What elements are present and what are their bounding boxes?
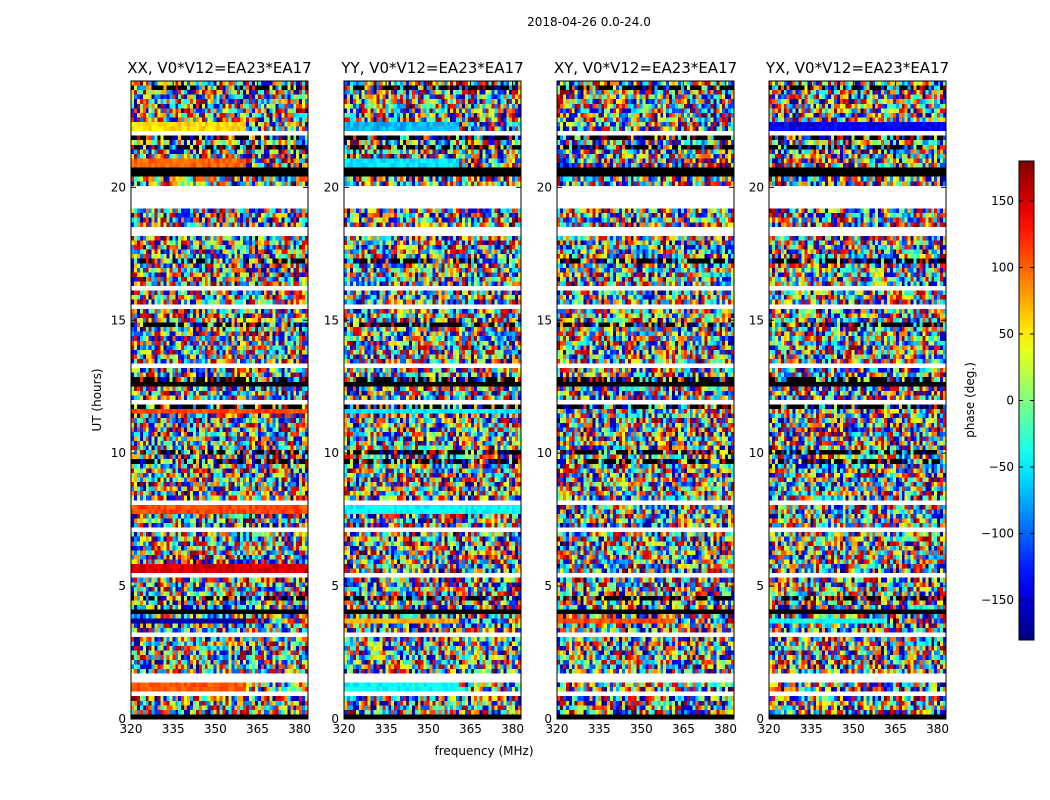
panel-heatmap-yx bbox=[769, 81, 946, 719]
x-tick-label: 380 bbox=[501, 722, 524, 736]
x-tick-label: 350 bbox=[630, 722, 653, 736]
panel-yy: YY, V0*V12=EA23*EA17 320 335 350 365 380 0 5 10 1… bbox=[324, 59, 524, 736]
x-tick-label: 335 bbox=[375, 722, 398, 736]
x-tick-label: 335 bbox=[162, 722, 185, 736]
y-axis-label: UT (hours) bbox=[90, 368, 104, 431]
y-tick-label: 0 bbox=[118, 712, 126, 726]
y-tick-label: 10 bbox=[324, 446, 339, 460]
y-tick-label: 20 bbox=[537, 180, 552, 194]
panels-group: XX, V0*V12=EA23*EA17 320 335 350 365 380 0 5 10 1… bbox=[111, 59, 949, 736]
x-tick-label: 320 bbox=[546, 722, 569, 736]
colorbar-tick-label: −100 bbox=[981, 527, 1014, 541]
x-tick-label: 350 bbox=[842, 722, 865, 736]
y-tick-label: 5 bbox=[544, 579, 552, 593]
panel-xx: XX, V0*V12=EA23*EA17 320 335 350 365 380 0 5 10 1… bbox=[111, 59, 312, 736]
panel-heatmap-yy bbox=[344, 81, 521, 719]
panel-heatmap-xy bbox=[557, 81, 734, 719]
panel-heatmap-xx bbox=[131, 81, 308, 719]
panel-title-xy: XY, V0*V12=EA23*EA17 bbox=[554, 59, 737, 77]
panel-title-yy: YY, V0*V12=EA23*EA17 bbox=[340, 59, 523, 77]
y-tick-label: 10 bbox=[111, 446, 126, 460]
colorbar: −150 −100 −50 0 50 100 150 bbox=[981, 160, 1035, 641]
colorbar-tick-label: −150 bbox=[981, 593, 1014, 607]
y-tick-label: 20 bbox=[749, 180, 764, 194]
y-tick-label: 5 bbox=[331, 579, 339, 593]
y-tick-label: 15 bbox=[111, 313, 126, 327]
y-tick-label: 20 bbox=[111, 180, 126, 194]
y-tick-label: 15 bbox=[324, 313, 339, 327]
x-tick-label: 320 bbox=[758, 722, 781, 736]
y-tick-label: 15 bbox=[749, 313, 764, 327]
x-tick-label: 320 bbox=[333, 722, 356, 736]
x-tick-label: 380 bbox=[714, 722, 737, 736]
x-tick-label: 365 bbox=[459, 722, 482, 736]
panel-frame bbox=[556, 80, 735, 720]
panel-frame bbox=[768, 80, 947, 720]
x-tick-label: 350 bbox=[417, 722, 440, 736]
x-tick-label: 365 bbox=[246, 722, 269, 736]
y-tick-label: 10 bbox=[537, 446, 552, 460]
y-tick-label: 0 bbox=[331, 712, 339, 726]
x-tick-label: 350 bbox=[204, 722, 227, 736]
y-tick-label: 5 bbox=[118, 579, 126, 593]
x-tick-label: 320 bbox=[120, 722, 143, 736]
x-tick-label: 365 bbox=[884, 722, 907, 736]
x-tick-label: 380 bbox=[288, 722, 311, 736]
y-tick-label: 10 bbox=[749, 446, 764, 460]
x-tick-label: 335 bbox=[800, 722, 823, 736]
colorbar-tick-label: 100 bbox=[991, 260, 1014, 274]
y-tick-label: 15 bbox=[537, 313, 552, 327]
figure-suptitle: 2018-04-26 0.0-24.0 bbox=[527, 15, 651, 29]
panel-xy: XY, V0*V12=EA23*EA17 320 335 350 365 380 0 5 10 1… bbox=[537, 59, 737, 736]
x-tick-label: 380 bbox=[926, 722, 949, 736]
colorbar-tick-label: 150 bbox=[991, 194, 1014, 208]
panel-yx: YX, V0*V12=EA23*EA17 320 335 350 365 380 0 5 10 1… bbox=[749, 59, 949, 736]
panel-title-yx: YX, V0*V12=EA23*EA17 bbox=[765, 59, 949, 77]
panel-frame bbox=[130, 80, 309, 720]
colorbar-label: phase (deg.) bbox=[963, 362, 977, 438]
y-tick-label: 0 bbox=[544, 712, 552, 726]
x-axis-label: frequency (MHz) bbox=[434, 744, 533, 758]
y-tick-label: 0 bbox=[756, 712, 764, 726]
panel-frame bbox=[343, 80, 522, 720]
colorbar-tick-label: 0 bbox=[1006, 394, 1014, 408]
panel-title-xx: XX, V0*V12=EA23*EA17 bbox=[127, 59, 311, 77]
colorbar-tick-label: −50 bbox=[989, 460, 1014, 474]
y-tick-label: 5 bbox=[756, 579, 764, 593]
colorbar-tick-label: 50 bbox=[999, 327, 1014, 341]
x-tick-label: 335 bbox=[588, 722, 611, 736]
x-tick-label: 365 bbox=[672, 722, 695, 736]
y-tick-label: 20 bbox=[324, 180, 339, 194]
